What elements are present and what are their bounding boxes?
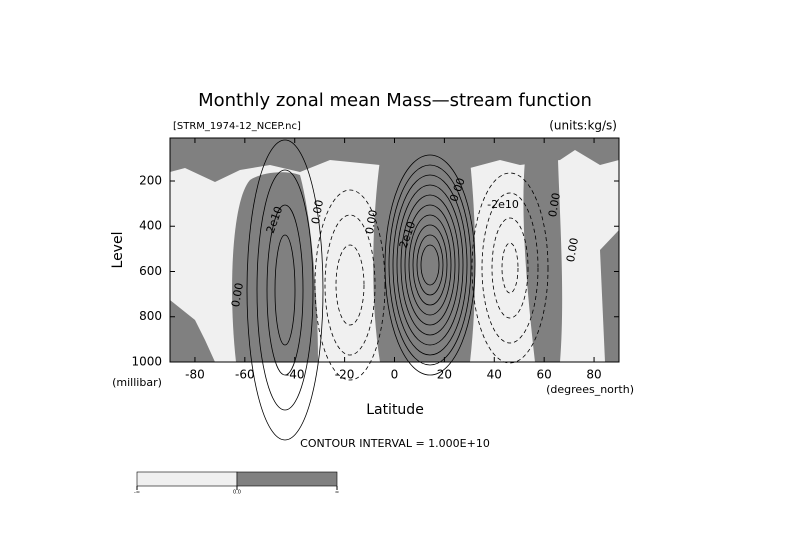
contour-line <box>501 242 519 294</box>
y-tick-label: 400 <box>139 219 162 233</box>
contour-line <box>274 234 296 346</box>
contour-line <box>335 244 365 326</box>
contour-line <box>481 192 539 344</box>
colorbar-label: ∞ <box>335 490 339 496</box>
contour-line <box>388 164 472 366</box>
contour-line <box>256 169 314 411</box>
contour-label: 0.00 <box>546 192 563 218</box>
contour-label: 0.00 <box>309 199 326 225</box>
contour-label: -2e10 <box>487 198 519 211</box>
x-axis-title: Latitude <box>366 402 424 418</box>
contour-line <box>314 189 386 381</box>
contour-line <box>246 139 324 441</box>
y-axis-title: Level <box>110 232 126 269</box>
colorbar-positive <box>236 471 338 487</box>
colorbar-negative <box>136 471 238 487</box>
contour-line <box>396 184 464 346</box>
x-unit-label: (degrees_north) <box>546 383 634 396</box>
contour-interval: CONTOUR INTERVAL = 1.000E+10 <box>300 437 490 450</box>
contour-line <box>392 174 468 356</box>
source-label: [STRM_1974-12_NCEP.nc] <box>173 121 301 132</box>
contour-line <box>412 224 448 306</box>
contour-line <box>384 154 476 376</box>
x-tick-label: -60 <box>235 368 255 382</box>
y-tick-label: 600 <box>139 264 162 278</box>
contour-label: 0.00 <box>363 209 380 235</box>
positive-region <box>170 300 215 362</box>
positive-region <box>373 160 476 362</box>
y-tick-label: 200 <box>139 173 162 187</box>
contour-line <box>266 204 304 376</box>
colorbar-label: 0.0 <box>233 490 241 496</box>
positive-region <box>232 172 318 362</box>
contour-line <box>400 194 460 336</box>
contour-label: 0.00 <box>564 237 581 263</box>
contour-line <box>404 204 456 326</box>
y-unit-label: (millibar) <box>112 376 162 389</box>
x-tick-label: -20 <box>335 368 355 382</box>
chart-title: Monthly zonal mean Mass—stream function <box>198 90 592 111</box>
contour-line <box>420 244 440 286</box>
x-tick-label: 40 <box>487 368 502 382</box>
y-tick-label: 800 <box>139 309 162 323</box>
x-tick-label: 80 <box>586 368 601 382</box>
x-tick-label: 20 <box>437 368 452 382</box>
contour-line <box>471 172 549 364</box>
colorbar-label: -∞ <box>134 490 140 496</box>
contour-line <box>324 214 376 356</box>
contour-line <box>491 217 529 319</box>
contour-line <box>416 234 444 296</box>
contour-line <box>408 214 452 316</box>
contour-label: 0.00 <box>229 282 246 308</box>
x-tick-label: 0 <box>391 368 399 382</box>
units-label: (units:kg/s) <box>549 119 617 133</box>
x-tick-label: -80 <box>185 368 205 382</box>
y-tick-label: 1000 <box>131 355 162 369</box>
x-tick-label: -40 <box>285 368 305 382</box>
x-tick-label: 60 <box>537 368 552 382</box>
positive-region <box>600 230 619 362</box>
